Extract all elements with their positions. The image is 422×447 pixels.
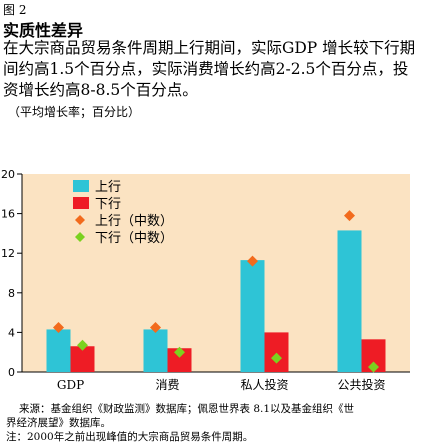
legend-swatch [73,180,89,192]
y-tick-label: 8 [8,287,15,300]
diamond-marker [368,361,379,373]
diamond-marker [271,352,282,364]
legend-label: 上行 [95,180,121,195]
legend-marker [75,232,85,242]
y-tick-label: 20 [1,168,15,181]
y-tick-label: 0 [8,366,15,379]
x-tick-label: 消费 [155,378,179,392]
y-tick-label: 16 [1,208,15,221]
source-note-line-1: 来源：基金组织《财政监测》数据库；佩恩世界表 8.1以及基金组织《世 [19,403,355,415]
legend-label: 下行 [95,197,121,212]
diamond-marker [150,321,161,333]
units-label: （平均增长率；百分比） [8,105,141,119]
legend-swatch [73,197,89,209]
bar [240,260,265,372]
figure-label: 图 2 [3,3,27,17]
legend-label: 下行（中数） [95,231,173,246]
x-tick-label: 公共投资 [337,377,385,392]
chart-notes: 来源：基金组织《财政监测》数据库；佩恩世界表 8.1以及基金组织《世 界经济展望… [3,402,421,444]
x-tick-label: GDP [57,378,84,392]
legend-label: 上行（中数） [95,214,173,229]
diamond-marker [77,339,88,351]
y-tick-label: 4 [8,326,15,339]
bar [46,329,71,372]
diamond-marker [174,346,185,358]
bar [337,230,362,372]
y-tick-label: 12 [1,247,15,260]
footnote: 注：2000年之前出现峰值的大宗商品贸易条件周期。 [6,431,254,443]
x-tick-label: 私人投资 [240,377,288,392]
source-note-line-2: 界经济展望》数据库。 [6,417,111,429]
figure-title: 实质性差异 [3,21,84,40]
bar [167,348,192,372]
figure-subtitle: 在大宗商品贸易条件周期上行期间，实际GDP 增长较下行期间约高1.5个百分点，实… [3,39,416,99]
legend-marker [75,215,85,225]
diamond-marker [344,210,355,222]
bar [143,329,168,372]
diamond-marker [53,321,64,333]
bar [264,332,289,372]
diamond-marker [247,255,258,267]
